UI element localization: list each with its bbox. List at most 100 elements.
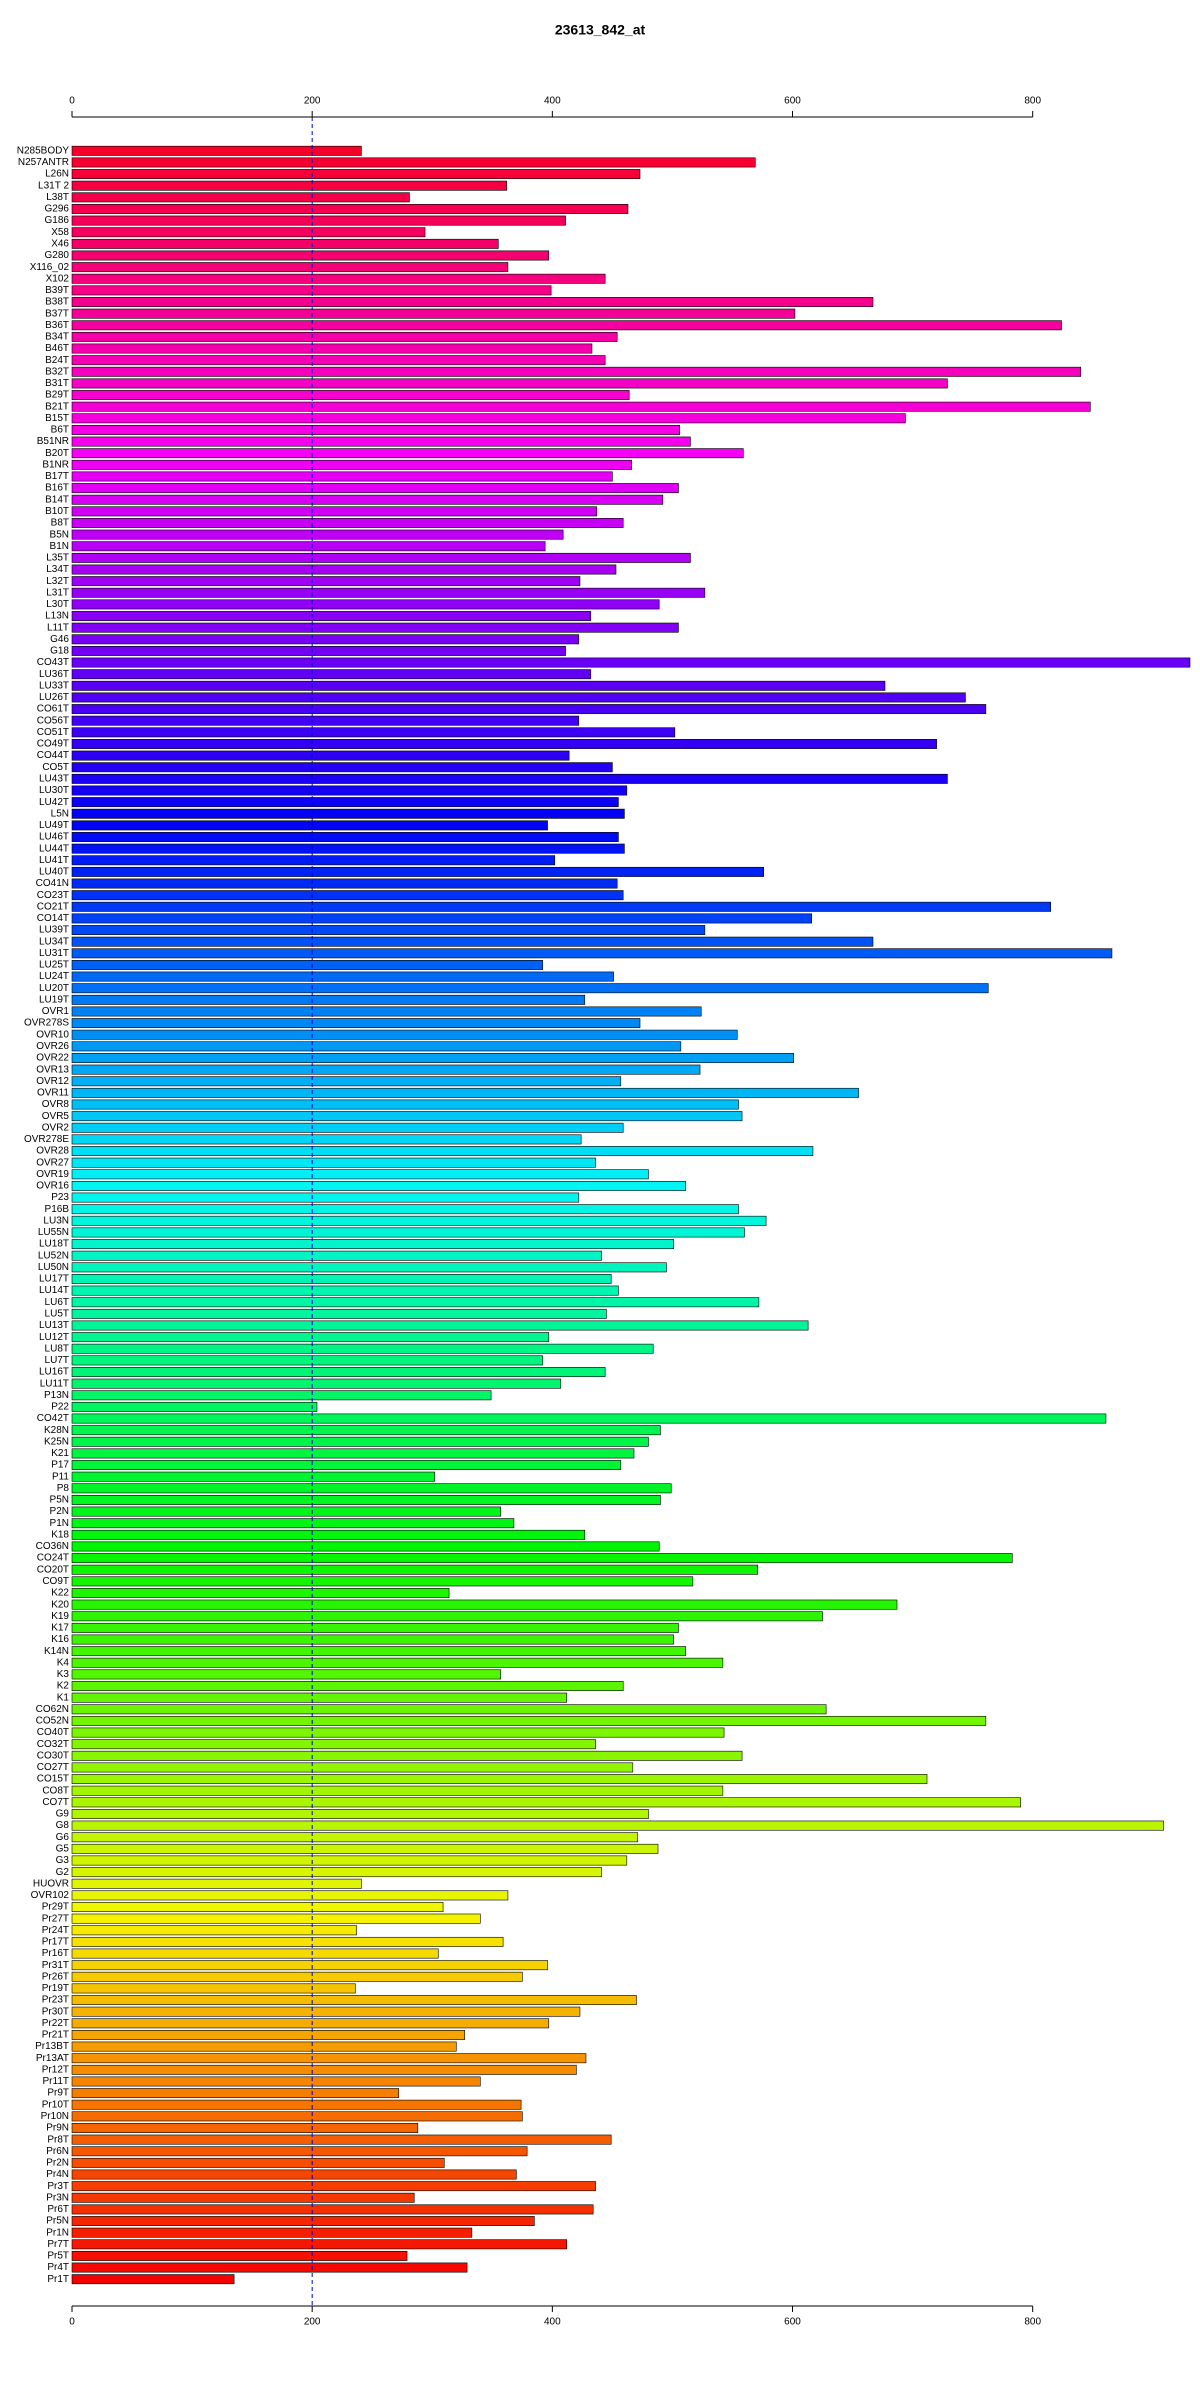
y-tick-label: B6T bbox=[51, 425, 69, 436]
y-tick-label: Pr7T bbox=[47, 2239, 69, 2250]
y-tick-label: LU14T bbox=[39, 1285, 69, 1296]
bar bbox=[71, 913, 813, 924]
y-tick-label: CO20T bbox=[37, 1564, 69, 1575]
bar bbox=[71, 2099, 522, 2110]
bar bbox=[71, 250, 550, 261]
bar bbox=[71, 355, 606, 366]
y-tick-label: LU12T bbox=[39, 1332, 69, 1343]
bar bbox=[71, 413, 906, 424]
y-tick-label: LU55N bbox=[38, 1227, 69, 1238]
bar bbox=[71, 599, 660, 610]
y-tick-label: L31T bbox=[46, 587, 69, 598]
bar bbox=[71, 1564, 758, 1575]
bar bbox=[71, 1274, 612, 1284]
y-tick-label: Pr4N bbox=[46, 2169, 69, 2180]
bar bbox=[71, 2146, 528, 2157]
y-tick-label: CO8T bbox=[42, 1785, 69, 1796]
bar bbox=[71, 1878, 362, 1889]
bar bbox=[71, 1448, 635, 1459]
y-tick-label: L34T bbox=[46, 564, 69, 575]
bar bbox=[71, 645, 566, 656]
y-tick-label: LU7T bbox=[45, 1355, 69, 1366]
bar bbox=[71, 715, 580, 726]
y-tick-label: HUOVR bbox=[33, 1878, 69, 1889]
y-tick-label: LU20T bbox=[39, 983, 69, 994]
bar bbox=[71, 901, 1052, 912]
y-tick-label: N257ANTR bbox=[18, 157, 69, 168]
bar bbox=[71, 808, 625, 819]
bar bbox=[71, 1343, 654, 1354]
bar bbox=[71, 1157, 596, 1168]
y-tick-label: CO24T bbox=[37, 1553, 69, 1564]
bar bbox=[71, 1913, 481, 1924]
bar bbox=[71, 680, 886, 691]
bar bbox=[71, 564, 617, 575]
y-tick-label: Pr27T bbox=[42, 1913, 69, 1924]
bar bbox=[71, 1936, 504, 1947]
bar bbox=[71, 401, 1091, 412]
y-tick-label: LU36T bbox=[39, 669, 69, 680]
bar bbox=[71, 1809, 649, 1819]
bar bbox=[71, 1367, 606, 1377]
bar bbox=[71, 1692, 568, 1703]
bar bbox=[71, 1529, 586, 1540]
y-tick-label: L38T bbox=[46, 192, 69, 203]
bar bbox=[71, 297, 874, 307]
y-tick-label: LU40T bbox=[39, 867, 69, 878]
y-tick-label: G280 bbox=[45, 250, 70, 261]
y-tick-label: Pr31T bbox=[42, 1960, 69, 1971]
bar bbox=[71, 1634, 674, 1645]
y-tick-label: LU34T bbox=[39, 936, 69, 947]
y-tick-label: L5N bbox=[51, 808, 69, 819]
y-tick-label: K18 bbox=[51, 1529, 69, 1540]
bar bbox=[71, 785, 628, 796]
bar bbox=[71, 1169, 649, 1180]
y-tick-label: LU52N bbox=[38, 1250, 69, 1261]
bar bbox=[71, 1320, 809, 1331]
bar bbox=[71, 1832, 638, 1843]
bar bbox=[71, 1122, 624, 1133]
bar bbox=[71, 1250, 602, 1261]
y-tick-label: CO40T bbox=[37, 1727, 69, 1738]
y-tick-label: B14T bbox=[45, 494, 69, 505]
x-tick-label: 200 bbox=[304, 96, 321, 107]
bar bbox=[71, 797, 619, 808]
bar bbox=[71, 1867, 602, 1878]
y-tick-label: CO27T bbox=[37, 1762, 69, 1773]
y-tick-label: OVR19 bbox=[36, 1169, 69, 1180]
bar bbox=[71, 1576, 694, 1587]
y-tick-label: B46T bbox=[45, 343, 69, 354]
bar bbox=[71, 866, 764, 877]
y-tick-label: Pr24T bbox=[42, 1925, 69, 1936]
y-tick-label: G6 bbox=[56, 1832, 70, 1843]
y-tick-label: G5 bbox=[56, 1843, 70, 1854]
y-tick-label: P5N bbox=[50, 1495, 69, 1506]
y-tick-label: CO14T bbox=[37, 913, 69, 924]
bar bbox=[71, 494, 664, 505]
y-tick-label: OVR11 bbox=[37, 1088, 69, 1099]
bar bbox=[71, 1262, 667, 1273]
y-tick-label: G9 bbox=[56, 1809, 70, 1820]
y-tick-label: CO42T bbox=[37, 1413, 69, 1424]
y-tick-label: OVR1 bbox=[42, 1006, 70, 1017]
bar bbox=[71, 1006, 702, 1017]
y-tick-label: B29T bbox=[45, 390, 69, 401]
x-tick-label: 600 bbox=[784, 96, 801, 107]
y-tick-label: OVR12 bbox=[36, 1076, 69, 1087]
y-tick-label: Pr23T bbox=[42, 1995, 69, 2006]
y-tick-label: Pr6T bbox=[47, 2204, 69, 2215]
bar bbox=[71, 983, 989, 994]
bar bbox=[71, 529, 564, 540]
bar bbox=[71, 1227, 745, 1238]
bar bbox=[71, 1739, 596, 1750]
y-tick-label: CO15T bbox=[37, 1774, 69, 1785]
bar bbox=[71, 1204, 739, 1215]
bar bbox=[71, 1029, 738, 1040]
bar bbox=[71, 1983, 356, 1994]
x-tick-label: 400 bbox=[544, 96, 561, 107]
y-tick-label: B37T bbox=[45, 308, 69, 319]
bar bbox=[71, 2053, 587, 2064]
bar bbox=[71, 1553, 1013, 1564]
bar bbox=[71, 1285, 619, 1296]
y-tick-label: L32T bbox=[46, 576, 69, 587]
